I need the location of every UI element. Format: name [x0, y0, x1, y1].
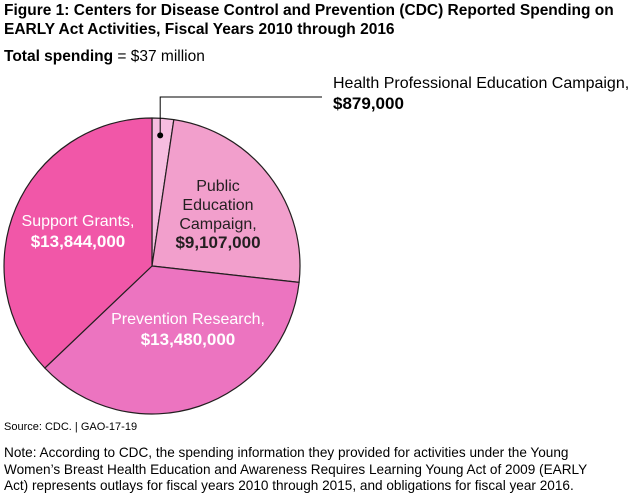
total-spending: Total spending = $37 million	[4, 47, 205, 67]
source-note: Source: CDC. | GAO-17-19	[4, 421, 138, 433]
slice-value-3: $13,844,000	[31, 232, 126, 251]
footnote: Note: According to CDC, the spending inf…	[4, 445, 638, 495]
slice-value-0: $879,000	[333, 94, 404, 113]
slice-label-2-line-0: Prevention Research,	[111, 311, 265, 328]
slice-label-0: Health Professional Education Campaign,	[333, 75, 629, 92]
figure-title: Figure 1: Centers for Disease Control an…	[4, 1, 640, 39]
callout-line	[159, 96, 322, 136]
total-spending-value: = $37 million	[117, 48, 205, 65]
footnote-line3: Act) represents outlays for fiscal years…	[4, 478, 574, 493]
figure-title-line1: Figure 1: Centers for Disease Control an…	[4, 2, 614, 19]
slice-label-3-line-0: Support Grants,	[22, 213, 135, 230]
slice-label-1-line-2: Campaign,	[179, 216, 256, 233]
pie-slice-3	[3, 117, 153, 369]
footnote-line1: Note: According to CDC, the spending inf…	[4, 445, 569, 460]
slice-value-1: $9,107,000	[175, 233, 260, 252]
slice-label-1-line-1: Education	[182, 197, 253, 214]
pie-chart: Health Professional Education Campaign, $…	[3, 75, 629, 415]
pie-slice-1	[151, 119, 301, 283]
footnote-line2: Women’s Breast Health Education and Awar…	[4, 461, 588, 477]
slice-label-1-line-0: Public	[196, 178, 240, 195]
slice-value-2: $13,480,000	[141, 330, 236, 349]
pie-slice-2	[44, 265, 300, 415]
figure-title-line2: EARLY Act Activities, Fiscal Years 2010 …	[4, 21, 395, 38]
total-spending-label: Total spending	[4, 48, 114, 65]
